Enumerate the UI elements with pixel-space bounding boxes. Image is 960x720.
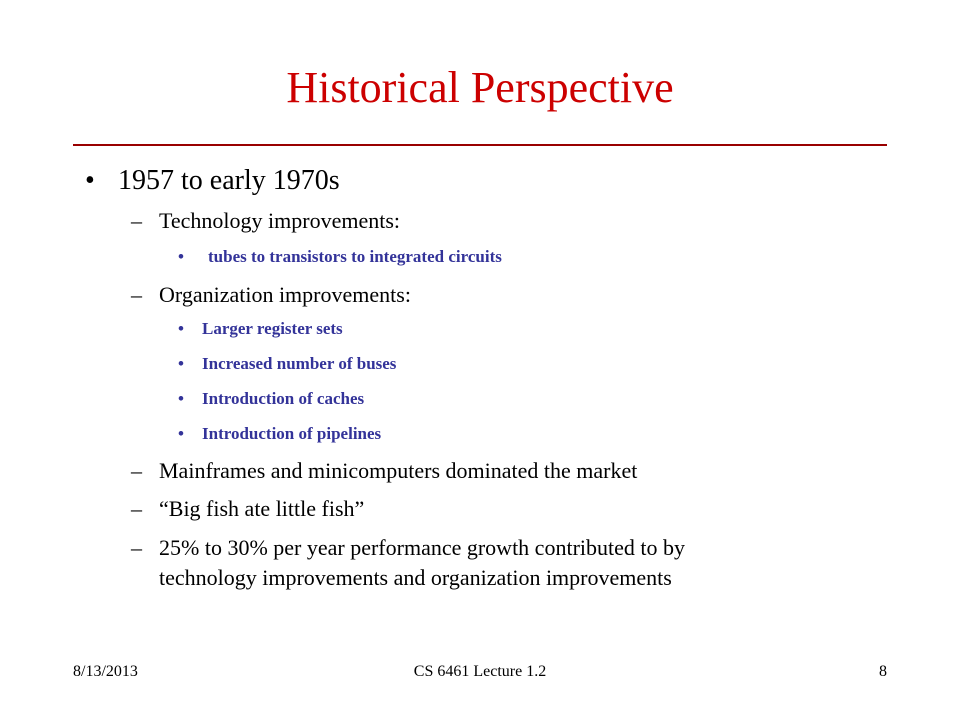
sub-bullet-marker: • xyxy=(178,247,184,266)
sub-bullet-marker: • xyxy=(178,354,184,373)
item-org-1: • Larger register sets xyxy=(178,319,343,339)
sub-bullet-marker: • xyxy=(178,389,184,408)
organization-heading-text: Organization improvements: xyxy=(159,282,411,307)
org-1-text: Larger register sets xyxy=(202,319,343,338)
org-3-text: Introduction of caches xyxy=(202,389,365,408)
item-market: – Mainframes and minicomputers dominated … xyxy=(131,458,637,484)
item-tech-1: • tubes to transistors to integrated circ… xyxy=(178,247,502,267)
footer-date: 8/13/2013 xyxy=(73,663,138,680)
dash-marker: – xyxy=(131,535,142,560)
dash-marker: – xyxy=(131,496,142,521)
footer-course: CS 6461 Lecture 1.2 xyxy=(413,663,547,680)
sub-bullet-marker: • xyxy=(178,424,184,443)
tech-1-text: tubes to transistors to integrated circu… xyxy=(208,247,502,266)
item-org-4: • Introduction of pipelines xyxy=(178,424,381,444)
fish-text: “Big fish ate little fish” xyxy=(159,496,365,521)
title-divider xyxy=(73,144,887,146)
technology-heading-text: Technology improvements: xyxy=(159,208,401,233)
bullet-marker: • xyxy=(85,165,95,196)
item-growth: –25% to 30% per year performance growth … xyxy=(131,535,685,561)
item-fish: – “Big fish ate little fish” xyxy=(131,496,364,522)
slide-title: Historical Perspective xyxy=(286,63,674,112)
footer-page-number: 8 xyxy=(879,663,887,680)
item-growth-continued: technology improvements and organization… xyxy=(159,565,672,591)
market-text: Mainframes and minicomputers dominated t… xyxy=(159,458,638,483)
sub-bullet-marker: • xyxy=(178,319,184,338)
growth-text-line1: 25% to 30% per year performance growth c… xyxy=(159,535,685,560)
item-technology-heading: – Technology improvements: xyxy=(131,208,400,234)
org-2-text: Increased number of buses xyxy=(202,354,397,373)
bullet-period: • 1957 to early 1970s xyxy=(85,165,340,197)
dash-marker: – xyxy=(131,458,142,483)
item-organization-heading: – Organization improvements: xyxy=(131,282,411,308)
bullet-period-text: 1957 to early 1970s xyxy=(118,165,340,196)
org-4-text: Introduction of pipelines xyxy=(202,424,382,443)
dash-marker: – xyxy=(131,282,142,307)
item-org-2: • Increased number of buses xyxy=(178,354,396,374)
dash-marker: – xyxy=(131,208,142,233)
item-org-3: • Introduction of caches xyxy=(178,389,364,409)
growth-text-line2: technology improvements and organization… xyxy=(159,565,672,590)
